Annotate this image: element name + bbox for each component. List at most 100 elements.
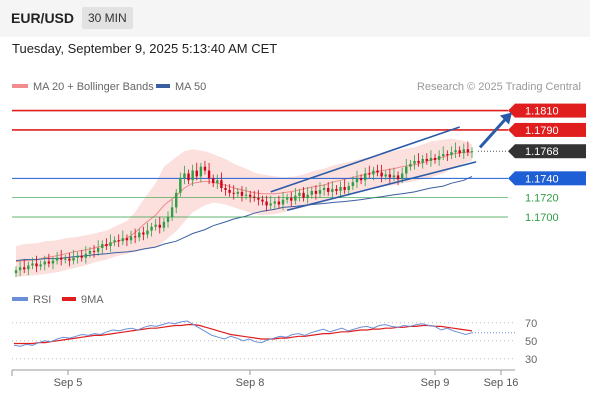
rsi-line <box>13 320 473 347</box>
candle-body <box>327 188 330 192</box>
price-tag-pointer <box>508 122 515 137</box>
candle-body <box>158 224 161 228</box>
legend-label-rsi: RSI <box>33 294 51 306</box>
chart-header: EUR/USD 30 MIN <box>0 0 590 37</box>
candle-body <box>322 188 326 190</box>
candle-body <box>347 186 350 190</box>
candle-body <box>265 201 268 206</box>
price-tag-resistance <box>515 122 586 137</box>
candle-body <box>232 192 235 194</box>
candle-body <box>72 257 75 261</box>
candle-body <box>281 199 285 205</box>
candle-body <box>285 197 289 200</box>
candle-body <box>76 255 79 258</box>
candle-body <box>129 236 133 241</box>
candle-body <box>23 267 26 270</box>
candle-body <box>228 189 231 193</box>
candle-body <box>331 188 334 192</box>
legend-label-ma50: MA 50 <box>175 81 206 93</box>
candle-body <box>421 158 424 163</box>
candle-body <box>183 173 186 179</box>
candle-body <box>43 261 46 265</box>
candle-body <box>290 197 293 201</box>
x-axis-label: Sep 9 <box>421 377 450 389</box>
legend-label-ma20: MA 20 + Bollinger Bands <box>33 81 154 93</box>
candle-body <box>101 244 104 248</box>
candle-body <box>405 166 408 174</box>
price-tag-pointer <box>508 171 515 186</box>
candle-body <box>446 154 449 156</box>
candle-body <box>113 240 116 243</box>
price-tag-current <box>515 144 586 159</box>
candle-body <box>133 236 137 238</box>
candle-body <box>442 154 445 157</box>
candle-body <box>376 170 379 173</box>
price-label-current: 1.1768 <box>525 146 559 158</box>
price-tag-pointer <box>508 144 515 159</box>
candle-body <box>92 250 96 252</box>
candle-body <box>417 160 420 163</box>
candle-body <box>380 172 383 177</box>
rsi-ma-line <box>14 324 473 345</box>
candle-body <box>170 207 174 218</box>
candle-body <box>306 194 309 198</box>
candle-body <box>248 194 252 197</box>
candle-body <box>269 203 272 206</box>
candle-body <box>429 158 433 161</box>
candle-body <box>35 263 38 267</box>
candle-body <box>88 250 92 254</box>
candle-body <box>236 191 240 194</box>
candle-body <box>55 257 59 261</box>
candle-body <box>388 174 392 178</box>
candle-body <box>294 195 297 201</box>
candle-body <box>14 270 18 274</box>
candle-body <box>195 170 198 177</box>
candle-body <box>363 173 367 181</box>
price-label-support: 1.1720 <box>525 193 559 205</box>
candle-body <box>409 163 412 167</box>
ma50-line <box>15 175 473 262</box>
candle-body <box>413 160 416 164</box>
timeframe-badge[interactable]: 30 MIN <box>82 7 133 29</box>
candle-body <box>187 173 190 181</box>
candle-body <box>68 258 71 261</box>
channel-upper-line <box>270 126 460 193</box>
candle-body <box>318 189 322 194</box>
legend-swatch-ma20 <box>12 84 28 88</box>
candle-body <box>142 232 145 235</box>
candle-body <box>199 166 203 177</box>
candle-body <box>437 156 441 160</box>
candle-body <box>207 170 211 179</box>
legend-swatch-ma50 <box>156 84 170 88</box>
rsi-tick-label: 70 <box>525 318 537 330</box>
candle-body <box>462 149 465 154</box>
candle-body <box>335 188 338 191</box>
chart-datetime: Tuesday, September 9, 2025 5:13:40 AM CE… <box>12 41 278 56</box>
candle-body <box>470 151 474 153</box>
legend-label-9ma: 9MA <box>81 294 104 306</box>
symbol-title: EUR/USD <box>11 10 75 26</box>
candle-body <box>396 175 400 180</box>
candle-body <box>351 182 355 187</box>
candle-body <box>392 175 396 178</box>
rsi-tick-label: 50 <box>525 336 537 348</box>
candle-body <box>125 238 129 241</box>
price-tag-resistance <box>515 103 586 118</box>
candle-body <box>138 232 141 238</box>
x-axis-label: Sep 16 <box>484 377 519 389</box>
candle-body <box>400 173 404 180</box>
candle-body <box>191 170 194 181</box>
research-credit: Research © 2025 Trading Central <box>417 81 581 93</box>
candle-body <box>224 188 227 190</box>
candle-body <box>310 190 313 195</box>
candle-body <box>105 244 108 247</box>
candle-body <box>277 201 281 205</box>
candle-body <box>146 230 149 235</box>
candle-body <box>109 242 112 247</box>
candle-body <box>384 174 387 177</box>
candle-body <box>273 201 277 204</box>
price-label-pivot: 1.1740 <box>525 173 559 185</box>
candle-body <box>425 158 429 161</box>
candle-body <box>203 166 207 171</box>
